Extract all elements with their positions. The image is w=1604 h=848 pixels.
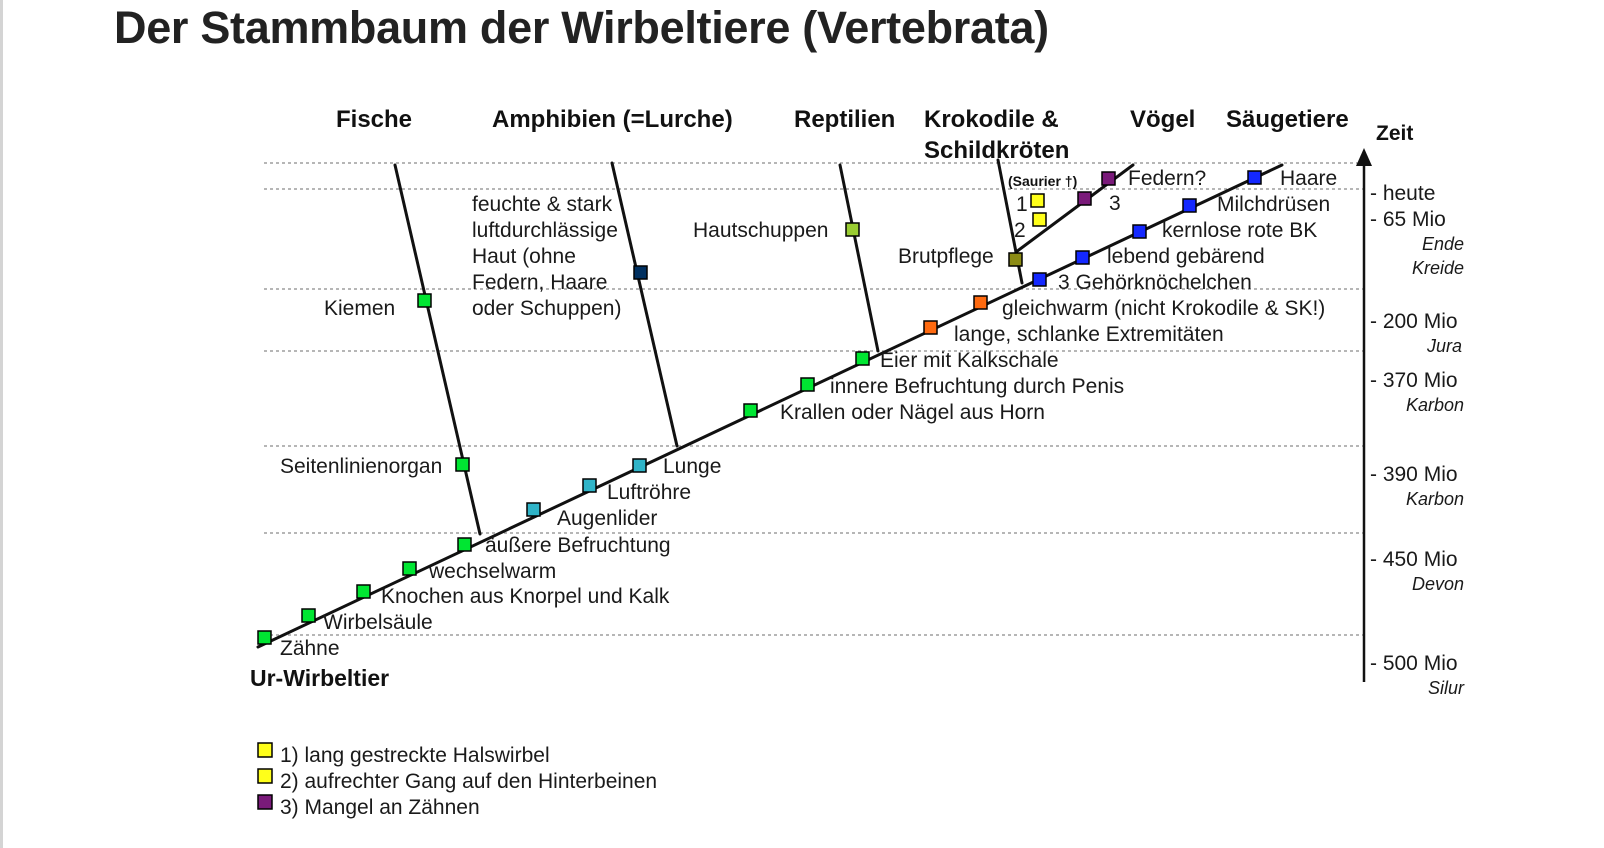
trait-marker xyxy=(1032,272,1047,287)
trait-marker xyxy=(526,502,541,517)
branch-reptilien xyxy=(838,163,880,353)
era-label: Ende xyxy=(1422,234,1464,254)
trait-label: wechselwarm xyxy=(428,560,556,583)
tick-label: - 500 Mio xyxy=(1370,652,1458,675)
trait-label: Kiemen xyxy=(324,297,395,320)
trait-marker xyxy=(1030,193,1045,208)
trait-label: Hautschuppen xyxy=(693,219,828,242)
trait-label: feuchte & stark xyxy=(472,193,613,216)
trait-label: gleichwarm (nicht Krokodile & SK!) xyxy=(1002,297,1325,320)
time-axis-arrow-icon xyxy=(1356,148,1372,166)
trait-label: 1 xyxy=(1016,193,1028,216)
trait-marker xyxy=(800,377,815,392)
trait-marker xyxy=(632,458,647,473)
tree-branches xyxy=(256,158,1284,649)
trait-label: (Saurier †) xyxy=(1008,173,1077,189)
trait-marker xyxy=(1247,170,1262,185)
trait-marker xyxy=(402,561,417,576)
page-left-border xyxy=(0,0,3,848)
legend xyxy=(257,742,273,810)
group-header-amphibien: Amphibien (=Lurche) xyxy=(492,106,733,133)
trait-label: kernlose rote BK xyxy=(1162,219,1317,242)
era-label: Silur xyxy=(1428,678,1465,698)
legend-label: 3) Mangel an Zähnen xyxy=(280,796,480,819)
trait-label: Augenlider xyxy=(557,507,657,530)
branch-amphibien xyxy=(610,161,679,448)
legend-label: 2) aufrechter Gang auf den Hinterbeinen xyxy=(280,770,657,793)
trait-label: 2 xyxy=(1014,219,1026,242)
trait-marker xyxy=(1182,198,1197,213)
trait-label: Milchdrüsen xyxy=(1217,193,1330,216)
tick-label: - 370 Mio xyxy=(1370,369,1458,392)
group-header-saeugetiere: Säugetiere xyxy=(1226,106,1349,133)
era-label: Kreide xyxy=(1412,258,1464,278)
page-title: Der Stammbaum der Wirbeltiere (Vertebrat… xyxy=(114,2,1049,53)
trait-label: luftdurchlässige xyxy=(472,219,618,242)
trait-label: Luftröhre xyxy=(607,481,691,504)
trait-label: Zähne xyxy=(280,637,340,660)
trait-marker xyxy=(1132,224,1147,239)
trait-marker xyxy=(845,222,860,237)
era-label: Karbon xyxy=(1406,489,1464,509)
trait-label: Brutpflege xyxy=(898,245,994,268)
trait-label: Seitenlinienorgan xyxy=(280,455,442,478)
trait-label: innere Befruchtung durch Penis xyxy=(830,375,1124,398)
trait-label: Krallen oder Nägel aus Horn xyxy=(780,401,1045,424)
tick-label: - 65 Mio xyxy=(1370,208,1446,231)
trait-label: 3 Gehörknöchelchen xyxy=(1058,271,1252,294)
legend-marker xyxy=(257,742,273,758)
trait-label: oder Schuppen) xyxy=(472,297,621,320)
group-header-reptilien: Reptilien xyxy=(794,106,895,133)
era-label: Jura xyxy=(1426,336,1462,356)
trait-marker xyxy=(973,295,988,310)
time-axis-label: Zeit xyxy=(1376,122,1413,145)
trait-marker xyxy=(582,478,597,493)
trait-label: Haare xyxy=(1280,167,1337,190)
legend-marker xyxy=(257,794,273,810)
trait-marker xyxy=(356,584,371,599)
tick-label: - 390 Mio xyxy=(1370,463,1458,486)
trait-label: Eier mit Kalkschale xyxy=(880,349,1059,372)
trait-marker xyxy=(1075,250,1090,265)
trait-marker xyxy=(1008,252,1023,267)
trait-label: lange, schlanke Extremitäten xyxy=(954,323,1224,346)
legend-marker xyxy=(257,768,273,784)
main-trunk xyxy=(256,163,1284,649)
trait-marker xyxy=(923,320,938,335)
trait-label: Federn, Haare xyxy=(472,271,607,294)
root-label: Ur-Wirbeltier xyxy=(250,665,389,691)
trait-marker xyxy=(455,457,470,472)
trait-markers xyxy=(257,170,1262,645)
group-header-fische: Fische xyxy=(336,106,412,133)
tick-label: - 200 Mio xyxy=(1370,310,1458,333)
trait-marker xyxy=(301,608,316,623)
branch-fische xyxy=(393,163,482,536)
trait-label: Knochen aus Knorpel und Kalk xyxy=(381,585,670,608)
trait-marker xyxy=(1101,171,1116,186)
trait-label: Federn? xyxy=(1128,167,1206,190)
trait-marker xyxy=(417,293,432,308)
trait-marker xyxy=(1077,191,1092,206)
trait-marker xyxy=(743,403,758,418)
era-label: Devon xyxy=(1412,574,1464,594)
trait-label: äußere Befruchtung xyxy=(485,534,671,557)
legend-label: 1) lang gestreckte Halswirbel xyxy=(280,744,550,767)
trait-marker xyxy=(633,265,648,280)
trait-marker xyxy=(457,537,472,552)
trait-marker xyxy=(855,351,870,366)
group-header-voegel: Vögel xyxy=(1130,106,1195,133)
trait-label: Wirbelsäule xyxy=(323,611,433,634)
trait-marker xyxy=(257,630,272,645)
trait-label: Lunge xyxy=(663,455,721,478)
era-label: Karbon xyxy=(1406,395,1464,415)
tick-label: - heute xyxy=(1370,182,1435,205)
trait-label: lebend gebärend xyxy=(1107,245,1265,268)
trait-marker xyxy=(1032,212,1047,227)
tick-label: - 450 Mio xyxy=(1370,548,1458,571)
group-header-krokodile: Krokodile & xyxy=(924,106,1059,133)
trait-label: Haut (ohne xyxy=(472,245,576,268)
trait-label: 3 xyxy=(1109,192,1121,215)
